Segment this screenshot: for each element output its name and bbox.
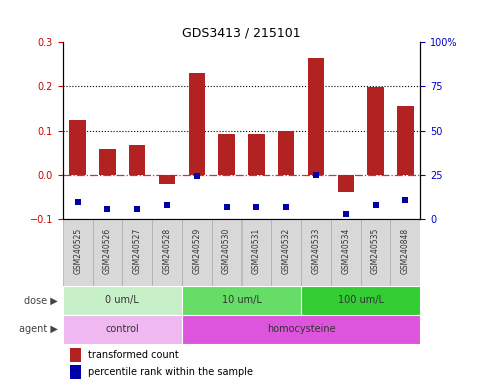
Bar bbox=[70, 365, 81, 379]
Text: 100 um/L: 100 um/L bbox=[338, 295, 384, 306]
Bar bbox=[242, 219, 271, 286]
Text: 0 um/L: 0 um/L bbox=[105, 295, 139, 306]
Bar bbox=[129, 145, 145, 175]
Point bbox=[74, 199, 82, 205]
Bar bbox=[390, 219, 420, 286]
Text: GSM240529: GSM240529 bbox=[192, 228, 201, 274]
Bar bbox=[301, 219, 331, 286]
Bar bbox=[99, 149, 115, 175]
Point bbox=[104, 206, 112, 212]
Text: GSM240531: GSM240531 bbox=[252, 228, 261, 274]
Point bbox=[282, 204, 290, 210]
Bar bbox=[159, 175, 175, 184]
Text: GSM240533: GSM240533 bbox=[312, 228, 320, 274]
Bar bbox=[182, 286, 301, 315]
Bar bbox=[308, 58, 324, 175]
Bar bbox=[63, 219, 93, 286]
Text: GSM240525: GSM240525 bbox=[73, 228, 82, 274]
Bar bbox=[189, 73, 205, 175]
Text: GSM240530: GSM240530 bbox=[222, 228, 231, 274]
Bar bbox=[122, 219, 152, 286]
Bar bbox=[271, 219, 301, 286]
Point bbox=[133, 206, 141, 212]
Bar bbox=[63, 315, 182, 344]
Bar bbox=[218, 134, 235, 175]
Point bbox=[223, 204, 230, 210]
Point bbox=[193, 172, 201, 179]
Bar bbox=[70, 119, 86, 175]
Text: GSM240526: GSM240526 bbox=[103, 228, 112, 274]
Bar bbox=[248, 134, 265, 175]
Bar bbox=[361, 219, 390, 286]
Text: GSM240534: GSM240534 bbox=[341, 228, 350, 274]
Bar bbox=[368, 87, 384, 175]
Bar bbox=[182, 219, 212, 286]
Bar bbox=[301, 286, 420, 315]
Bar bbox=[278, 131, 294, 175]
Point bbox=[253, 204, 260, 210]
Text: 10 um/L: 10 um/L bbox=[222, 295, 261, 306]
Text: GSM240527: GSM240527 bbox=[133, 228, 142, 274]
Text: GSM240528: GSM240528 bbox=[163, 228, 171, 274]
Text: GSM240532: GSM240532 bbox=[282, 228, 291, 274]
Text: GSM240848: GSM240848 bbox=[401, 228, 410, 274]
Bar bbox=[70, 348, 81, 362]
Bar bbox=[331, 219, 361, 286]
Text: agent ▶: agent ▶ bbox=[19, 324, 58, 334]
Text: transformed count: transformed count bbox=[88, 350, 179, 360]
Title: GDS3413 / 215101: GDS3413 / 215101 bbox=[182, 26, 301, 40]
Bar bbox=[63, 286, 182, 315]
Text: GSM240535: GSM240535 bbox=[371, 228, 380, 274]
Point bbox=[312, 172, 320, 178]
Text: homocysteine: homocysteine bbox=[267, 324, 335, 334]
Text: control: control bbox=[105, 324, 139, 334]
Bar bbox=[338, 175, 354, 192]
Bar bbox=[93, 219, 122, 286]
Point bbox=[342, 211, 350, 217]
Bar bbox=[182, 315, 420, 344]
Bar bbox=[397, 106, 413, 175]
Bar bbox=[152, 219, 182, 286]
Point bbox=[401, 197, 409, 203]
Point bbox=[372, 202, 380, 208]
Text: percentile rank within the sample: percentile rank within the sample bbox=[88, 367, 253, 377]
Point bbox=[163, 202, 171, 208]
Text: dose ▶: dose ▶ bbox=[24, 295, 58, 306]
Bar bbox=[212, 219, 242, 286]
